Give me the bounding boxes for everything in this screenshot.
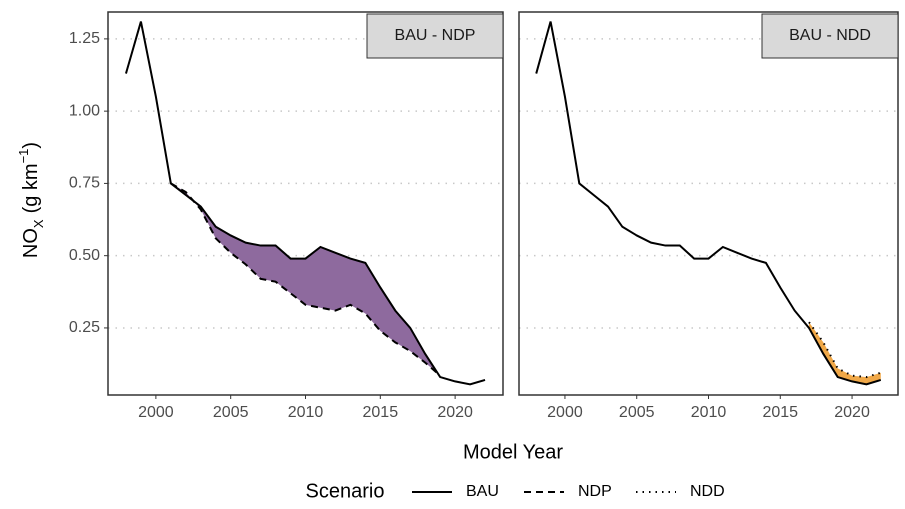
- legend-label: NDP: [578, 483, 612, 500]
- strip-box: [366, 13, 504, 59]
- y-tick-label: 1.25: [69, 30, 100, 47]
- legend-label: BAU: [466, 483, 499, 500]
- y-axis-label: NOX (g km−1): [16, 142, 46, 258]
- y-label-unit: (g km: [20, 163, 42, 213]
- series-line: [124, 21, 486, 386]
- y-tick-label: 0.50: [69, 247, 100, 264]
- x-tick-label: 2000: [547, 404, 583, 421]
- y-tick-label: 1.00: [69, 102, 100, 119]
- series-line: [170, 182, 441, 377]
- strip-box: [761, 13, 899, 59]
- legend-label: NDD: [690, 483, 725, 500]
- panel-border: [107, 11, 504, 396]
- panel-background: [519, 12, 898, 395]
- panel-border: [518, 11, 899, 396]
- x-tick-label: 2020: [834, 404, 870, 421]
- x-tick-label: 2010: [691, 404, 727, 421]
- panel-title: BAU - NDP: [395, 27, 476, 44]
- y-tick-label: 0.25: [69, 319, 100, 336]
- y-tick-label: 0.75: [69, 175, 100, 192]
- series-line: [535, 21, 882, 386]
- panel-title: BAU - NDD: [789, 27, 871, 44]
- x-tick-label: 2010: [288, 404, 324, 421]
- x-tick-label: 2005: [619, 404, 655, 421]
- x-tick-label: 2005: [213, 404, 249, 421]
- series-line: [808, 321, 882, 379]
- x-axis-label: Model Year: [463, 441, 563, 463]
- panel-background: [108, 12, 503, 395]
- y-label-close: ): [20, 142, 42, 149]
- x-tick-label: 2000: [138, 404, 174, 421]
- x-tick-label: 2015: [363, 404, 399, 421]
- y-label-sub: X: [31, 219, 46, 228]
- y-label-sup: −1: [16, 149, 31, 164]
- difference-area: [170, 183, 441, 378]
- legend-title: Scenario: [306, 480, 385, 502]
- x-tick-label: 2015: [762, 404, 798, 421]
- x-tick-label: 2020: [437, 404, 473, 421]
- y-label-base: NO: [20, 228, 42, 258]
